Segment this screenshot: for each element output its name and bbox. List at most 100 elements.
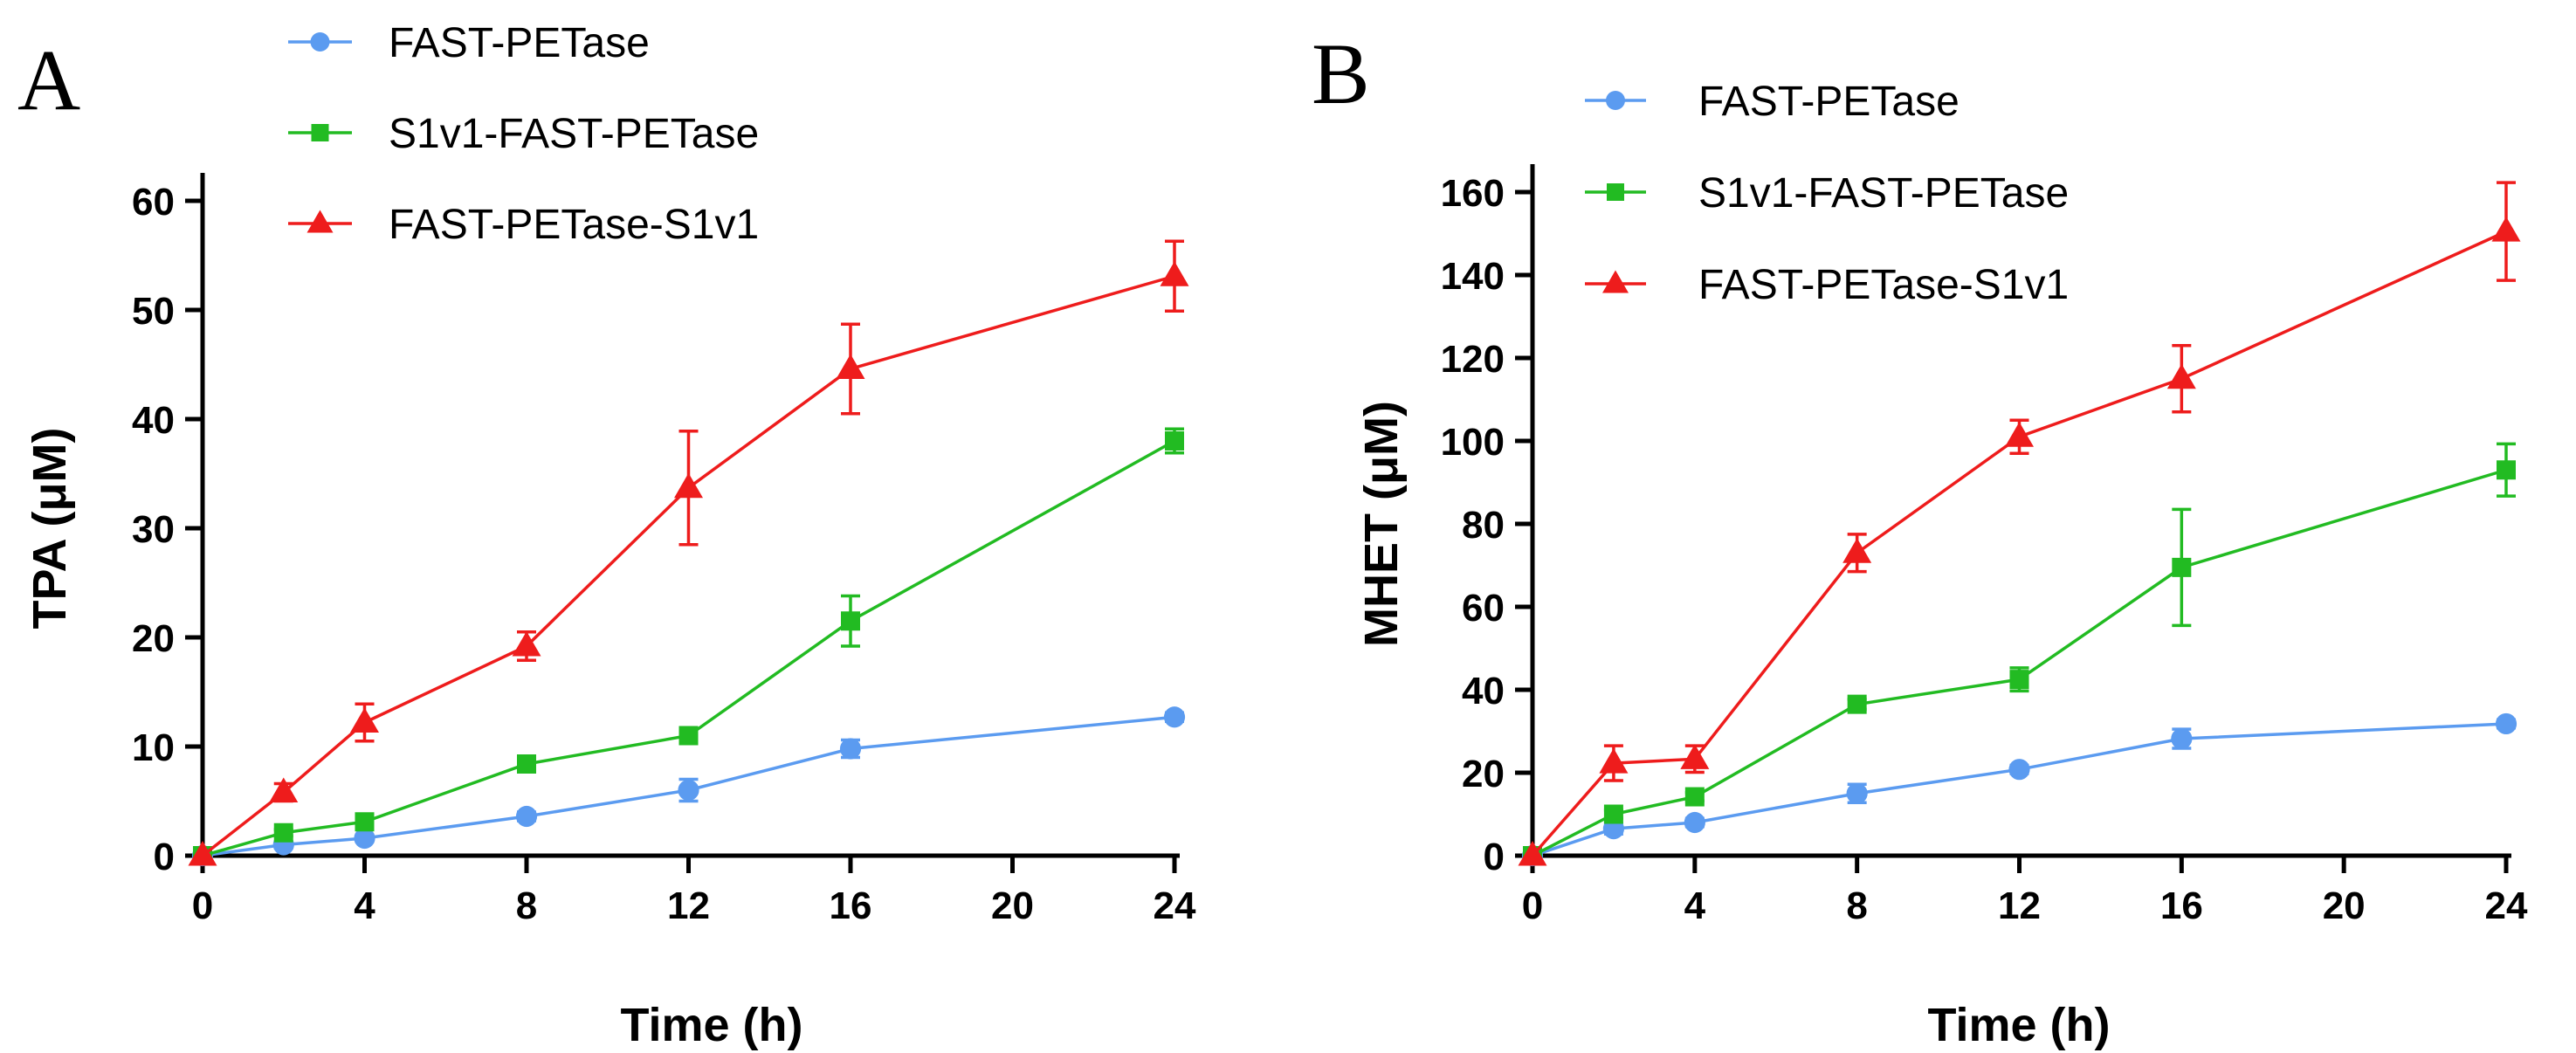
x-tick-label: 12: [1998, 884, 2041, 927]
series-line: [1532, 722, 2507, 857]
legend-marker: [1607, 183, 1624, 201]
panel-letter: B: [1312, 25, 1370, 122]
y-tick-label: 20: [132, 617, 175, 660]
data-point: [515, 805, 538, 828]
y-tick-label: 0: [154, 836, 175, 878]
y-tick-label: 40: [1462, 670, 1505, 712]
y-tick-label: 30: [132, 508, 175, 551]
data-point: [512, 630, 541, 657]
data-point: [269, 777, 299, 803]
data-point: [350, 707, 379, 733]
data-point: [1842, 538, 1872, 563]
y-tick-label: 10: [132, 726, 175, 769]
legend-marker: [307, 210, 334, 233]
x-tick-label: 4: [354, 884, 375, 927]
data-point: [2166, 363, 2196, 389]
legend-marker: [311, 124, 329, 141]
data-point: [839, 738, 862, 760]
y-tick-label: 80: [1462, 504, 1505, 547]
y-tick-label: 160: [1441, 172, 1505, 215]
data-point: [678, 779, 699, 802]
y-tick-label: 60: [132, 181, 175, 224]
series-fast-petase: [1521, 712, 2517, 867]
y-tick-label: 100: [1441, 421, 1505, 464]
series-line: [201, 274, 1175, 857]
data-point: [2008, 759, 2030, 781]
data-point: [355, 812, 375, 832]
legend-marker: [1602, 270, 1629, 293]
data-point: [1847, 694, 1867, 714]
data-point: [2171, 727, 2193, 750]
x-tick-label: 24: [2485, 884, 2528, 927]
data-point: [188, 840, 217, 866]
data-point: [1599, 748, 1629, 774]
x-tick-label: 20: [2323, 884, 2366, 927]
x-tick-label: 8: [516, 884, 537, 927]
y-axis-title: MHET (μM): [1355, 401, 1408, 647]
x-tick-label: 24: [1154, 884, 1196, 927]
y-axis-title: TPA (μM): [24, 428, 76, 630]
legend-label: FAST-PETase-S1v1: [1698, 262, 2069, 308]
y-tick-label: 40: [132, 399, 175, 442]
x-tick-label: 16: [830, 884, 872, 927]
series-fast-petase-s1v1: [1518, 181, 2521, 866]
data-point: [2495, 712, 2517, 735]
x-tick-label: 4: [1684, 884, 1706, 927]
data-point: [1680, 744, 1710, 769]
data-point: [674, 472, 703, 499]
data-point: [1846, 782, 1868, 804]
data-point: [1684, 811, 1705, 834]
legend-entry: FAST-PETase-S1v1: [288, 202, 759, 248]
y-tick-label: 50: [132, 290, 175, 333]
data-point: [1603, 804, 1623, 824]
data-point: [2491, 217, 2521, 242]
data-point: [2497, 460, 2516, 480]
data-point: [2009, 670, 2029, 690]
x-axis-title: Time (h): [1927, 999, 2110, 1051]
data-point: [273, 822, 293, 843]
y-tick-label: 0: [1484, 836, 1505, 878]
data-point: [1163, 706, 1186, 728]
x-tick-label: 8: [1846, 884, 1867, 927]
x-axis-title: Time (h): [620, 999, 802, 1051]
legend-entry: FAST-PETase: [1585, 79, 1960, 125]
legend-marker: [310, 32, 330, 52]
legend-label: FAST-PETase: [1698, 79, 1960, 125]
legend-label: S1v1-FAST-PETase: [1698, 170, 2069, 217]
series-s1v1-fast-petase: [193, 427, 1184, 865]
x-tick-label: 16: [2160, 884, 2203, 927]
series-line: [1532, 468, 2507, 857]
panel-letter: A: [17, 31, 80, 128]
x-tick-label: 0: [1522, 884, 1543, 927]
data-point: [2172, 557, 2192, 577]
legend-label: S1v1-FAST-PETase: [389, 111, 759, 157]
legend-entry: FAST-PETase: [288, 20, 650, 66]
y-tick-label: 120: [1441, 338, 1505, 381]
legend-marker: [1606, 91, 1625, 110]
panel-b: B 0 4 8 12 16 20 24 0 20 40 60 80 100 120 140 160 Time (h…: [1312, 25, 2528, 1051]
data-point: [517, 754, 536, 774]
data-point: [1518, 840, 1547, 866]
y-tick-label: 60: [1462, 587, 1505, 630]
y-tick-label: 20: [1462, 753, 1505, 795]
data-point: [1684, 787, 1705, 807]
data-point: [2005, 422, 2034, 447]
series-s1v1-fast-petase: [1523, 442, 2516, 865]
legend-label: FAST-PETase: [389, 20, 650, 66]
x-tick-label: 0: [192, 884, 213, 927]
x-tick-label: 12: [667, 884, 710, 927]
legend-entry: S1v1-FAST-PETase: [1585, 170, 2069, 217]
series-fast-petase-s1v1: [188, 239, 1189, 866]
x-tick-label: 20: [991, 884, 1034, 927]
legend-label: FAST-PETase-S1v1: [389, 202, 759, 248]
legend-entry: S1v1-FAST-PETase: [288, 111, 759, 157]
panel-a: A 0 4 8 12 16 20 24 0 10 20 30 40 50 60 Time (h) TPA (μM…: [17, 20, 1196, 1051]
legend-entry: FAST-PETase-S1v1: [1585, 262, 2069, 308]
data-point: [841, 611, 860, 631]
y-tick-label: 140: [1441, 255, 1505, 298]
data-point: [1165, 431, 1184, 451]
data-point: [354, 827, 375, 850]
data-point: [678, 726, 699, 746]
data-point: [836, 354, 865, 380]
